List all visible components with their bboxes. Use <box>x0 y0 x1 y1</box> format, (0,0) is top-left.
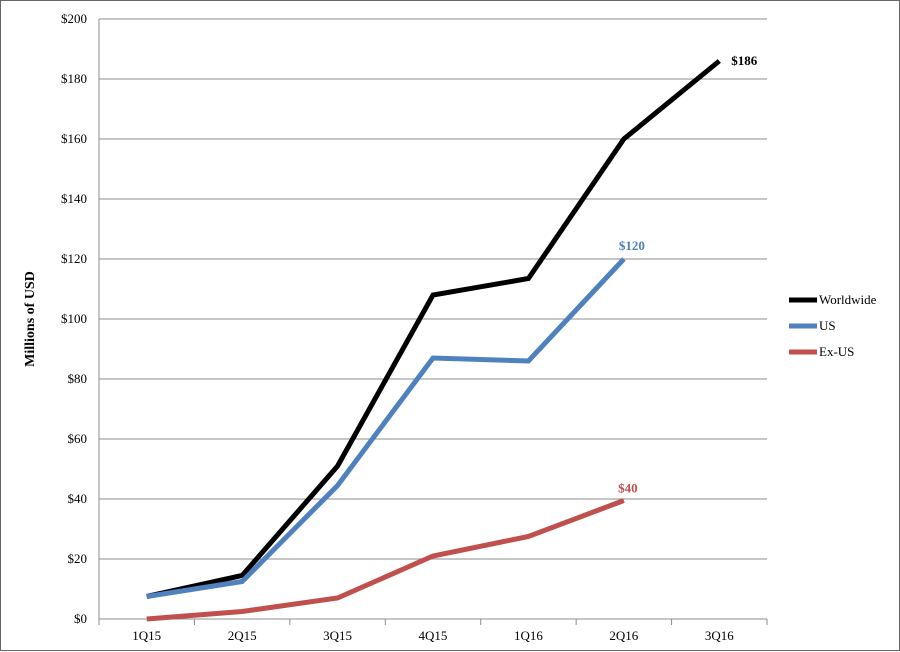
gridlines <box>99 18 767 620</box>
end-label: $186 <box>731 53 758 68</box>
x-tick-label: 1Q16 <box>514 628 543 643</box>
axes <box>98 19 768 625</box>
y-tick-label: $60 <box>68 431 88 446</box>
x-tick-label: 3Q16 <box>705 628 734 643</box>
y-tick-label: $0 <box>74 611 87 626</box>
y-tick-label: $200 <box>61 11 87 26</box>
y-tick-label: $80 <box>68 371 88 386</box>
y-tick-label: $180 <box>61 71 87 86</box>
y-tick-label: $160 <box>61 131 87 146</box>
y-axis-label: Millions of USD <box>23 271 38 367</box>
y-axis-tick-labels: $0 $20 $40 $60 $80 $100 $120 $140 $160 $180 $200 <box>61 11 87 626</box>
y-tick-label: $40 <box>68 491 88 506</box>
x-tick-label: 2Q15 <box>228 628 257 643</box>
series-lines <box>146 59 721 622</box>
series-line-us <box>146 257 626 599</box>
y-tick-label: $20 <box>68 551 88 566</box>
x-axis-tick-labels: 1Q15 2Q15 3Q15 4Q15 1Q16 2Q16 3Q16 <box>132 628 734 643</box>
y-tick-label: $100 <box>61 311 87 326</box>
legend-label: Worldwide <box>819 292 877 307</box>
x-tick-label: 1Q15 <box>132 628 161 643</box>
x-tick-label: 2Q16 <box>609 628 638 643</box>
end-label: $40 <box>618 481 638 496</box>
series-line-worldwide <box>146 59 721 599</box>
end-label: $120 <box>619 238 645 253</box>
y-tick-label: $120 <box>61 251 87 266</box>
legend: Worldwide US Ex-US <box>789 292 877 359</box>
legend-label: US <box>819 318 836 333</box>
series-line-ex-us <box>146 498 625 622</box>
legend-label: Ex-US <box>819 344 854 359</box>
series-end-labels: $186 $120 $40 <box>618 53 758 496</box>
x-tick-label: 3Q15 <box>323 628 352 643</box>
x-tick-label: 4Q15 <box>419 628 448 643</box>
y-tick-label: $140 <box>61 191 87 206</box>
